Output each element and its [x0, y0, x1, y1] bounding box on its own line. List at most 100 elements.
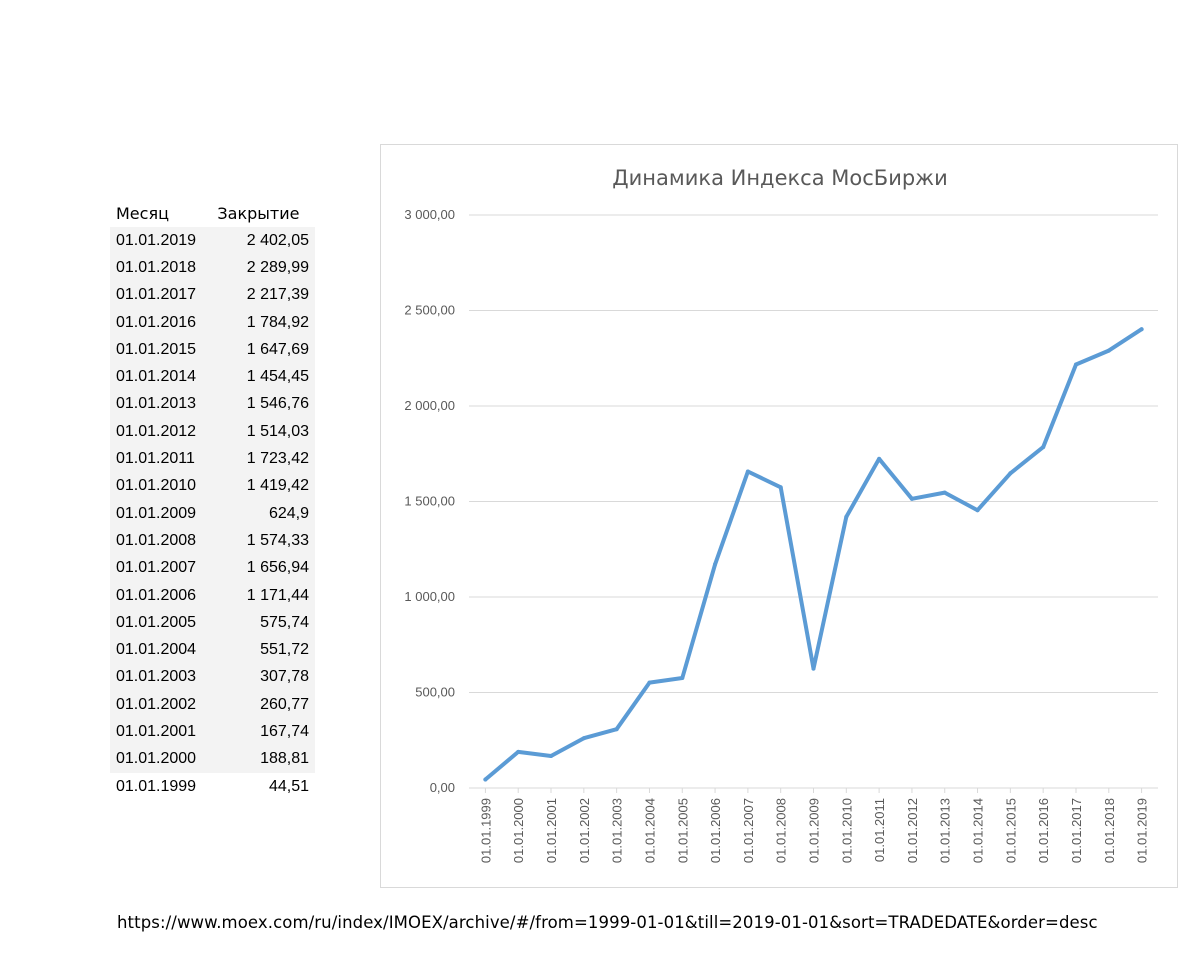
data-point	[549, 753, 554, 758]
data-point	[1041, 445, 1046, 450]
data-point	[647, 680, 652, 685]
y-tick-label: 3 000,00	[404, 207, 455, 222]
x-tick-label: 01.01.2009	[807, 798, 822, 863]
row-date: 01.01.1999	[110, 772, 212, 801]
y-tick-label: 0,00	[430, 780, 455, 795]
row-close: 575,74	[211, 609, 315, 637]
row-date: 01.01.2005	[110, 609, 212, 637]
x-tick-label: 01.01.2006	[708, 798, 723, 863]
y-tick-label: 500,00	[415, 685, 455, 700]
row-date: 01.01.2010	[110, 472, 212, 500]
x-tick-label: 01.01.2002	[577, 798, 592, 863]
x-tick-label: 01.01.2013	[938, 798, 953, 863]
row-close: 1 454,45	[211, 363, 315, 391]
line-chart: Динамика Индекса МосБиржи 0,00 500,00 1 00…	[404, 166, 1158, 863]
row-date: 01.01.2014	[110, 363, 212, 391]
x-tick-label: 01.01.2007	[741, 798, 756, 863]
row-date: 01.01.2000	[110, 745, 212, 773]
data-point	[1106, 348, 1111, 353]
source-url: https://www.moex.com/ru/index/IMOEX/arch…	[117, 913, 1098, 932]
table-header-row: Месяц Закрытие	[110, 200, 315, 227]
row-close: 1 656,94	[211, 554, 315, 582]
row-close: 167,74	[211, 718, 315, 746]
data-point	[680, 676, 685, 681]
row-date: 01.01.2007	[110, 554, 212, 582]
row-date: 01.01.2019	[110, 227, 212, 255]
table-row: 01.01.2004 551,72	[110, 636, 315, 664]
row-close: 624,9	[211, 499, 315, 528]
data-point	[745, 469, 750, 474]
x-tick-label: 01.01.2000	[511, 798, 526, 863]
table-row: 01.01.2016 1 784,92	[110, 308, 315, 337]
table-row: 01.01.2000 188,81	[110, 745, 315, 773]
x-tick-label: 01.01.2014	[971, 798, 986, 863]
chart-area: Динамика Индекса МосБиржи 0,00 500,00 1 00…	[380, 144, 1178, 888]
row-date: 01.01.2009	[110, 499, 212, 528]
table-row: 01.01.2014 1 454,45	[110, 363, 315, 391]
row-close: 1 574,33	[211, 527, 315, 555]
data-point	[614, 727, 619, 732]
x-tick-label: 01.01.2012	[905, 798, 920, 863]
row-close: 1 784,92	[211, 308, 315, 337]
x-tick-label: 01.01.2008	[774, 798, 789, 863]
row-close: 188,81	[211, 745, 315, 773]
table-row: 01.01.1999 44,51	[110, 772, 315, 801]
row-date: 01.01.2008	[110, 527, 212, 555]
data-point	[909, 496, 914, 501]
header-month: Месяц	[116, 204, 169, 223]
row-close: 44,51	[211, 772, 315, 801]
row-date: 01.01.2006	[110, 581, 212, 610]
row-date: 01.01.2012	[110, 418, 212, 446]
table-row: 01.01.2010 1 419,42	[110, 472, 315, 500]
series-line	[483, 327, 1144, 782]
x-tick-label: 01.01.2004	[642, 798, 657, 863]
row-date: 01.01.2011	[110, 445, 212, 473]
x-tick-label: 01.01.2003	[610, 798, 625, 863]
row-close: 307,78	[211, 663, 315, 692]
row-close: 1 647,69	[211, 336, 315, 364]
table-row: 01.01.2018 2 289,99	[110, 254, 315, 282]
table-row: 01.01.2012 1 514,03	[110, 418, 315, 446]
row-close: 551,72	[211, 636, 315, 664]
table-row: 01.01.2005 575,74	[110, 609, 315, 637]
x-tick-label: 01.01.1999	[478, 798, 493, 863]
table-row: 01.01.2003 307,78	[110, 663, 315, 692]
row-date: 01.01.2016	[110, 308, 212, 337]
row-date: 01.01.2004	[110, 636, 212, 664]
table-row: 01.01.2007 1 656,94	[110, 554, 315, 582]
y-tick-label: 1 000,00	[404, 589, 455, 604]
chart-title: Динамика Индекса МосБиржи	[612, 166, 948, 190]
x-tick-label: 01.01.2001	[544, 798, 559, 863]
data-point	[1139, 327, 1144, 332]
row-close: 1 514,03	[211, 418, 315, 446]
data-point	[1008, 471, 1013, 476]
x-tick-label: 01.01.2016	[1036, 798, 1051, 863]
table-row: 01.01.2011 1 723,42	[110, 445, 315, 473]
data-point	[516, 749, 521, 754]
table-row: 01.01.2019 2 402,05	[110, 227, 315, 255]
data-point	[975, 508, 980, 513]
row-date: 01.01.2001	[110, 718, 212, 746]
x-tick-label: 01.01.2019	[1135, 798, 1150, 863]
row-close: 1 171,44	[211, 581, 315, 610]
row-date: 01.01.2013	[110, 390, 212, 419]
row-close: 1 723,42	[211, 445, 315, 473]
table-row: 01.01.2013 1 546,76	[110, 390, 315, 419]
data-point	[844, 514, 849, 519]
row-close: 2 217,39	[211, 281, 315, 309]
data-point	[778, 485, 783, 490]
row-date: 01.01.2002	[110, 691, 212, 719]
data-point	[1073, 362, 1078, 367]
table-row: 01.01.2001 167,74	[110, 718, 315, 746]
row-date: 01.01.2017	[110, 281, 212, 309]
row-close: 2 289,99	[211, 254, 315, 282]
row-close: 1 419,42	[211, 472, 315, 500]
x-tick-label: 01.01.2011	[872, 798, 887, 862]
row-date: 01.01.2003	[110, 663, 212, 692]
y-tick-label: 2 500,00	[404, 303, 455, 318]
data-point	[811, 666, 816, 671]
table-row: 01.01.2015 1 647,69	[110, 336, 315, 364]
closing-prices-table: Месяц Закрытие 01.01.2019 2 402,05 01.01.2…	[110, 200, 315, 801]
x-tick-label: 01.01.2015	[1003, 798, 1018, 863]
data-point	[483, 777, 488, 782]
